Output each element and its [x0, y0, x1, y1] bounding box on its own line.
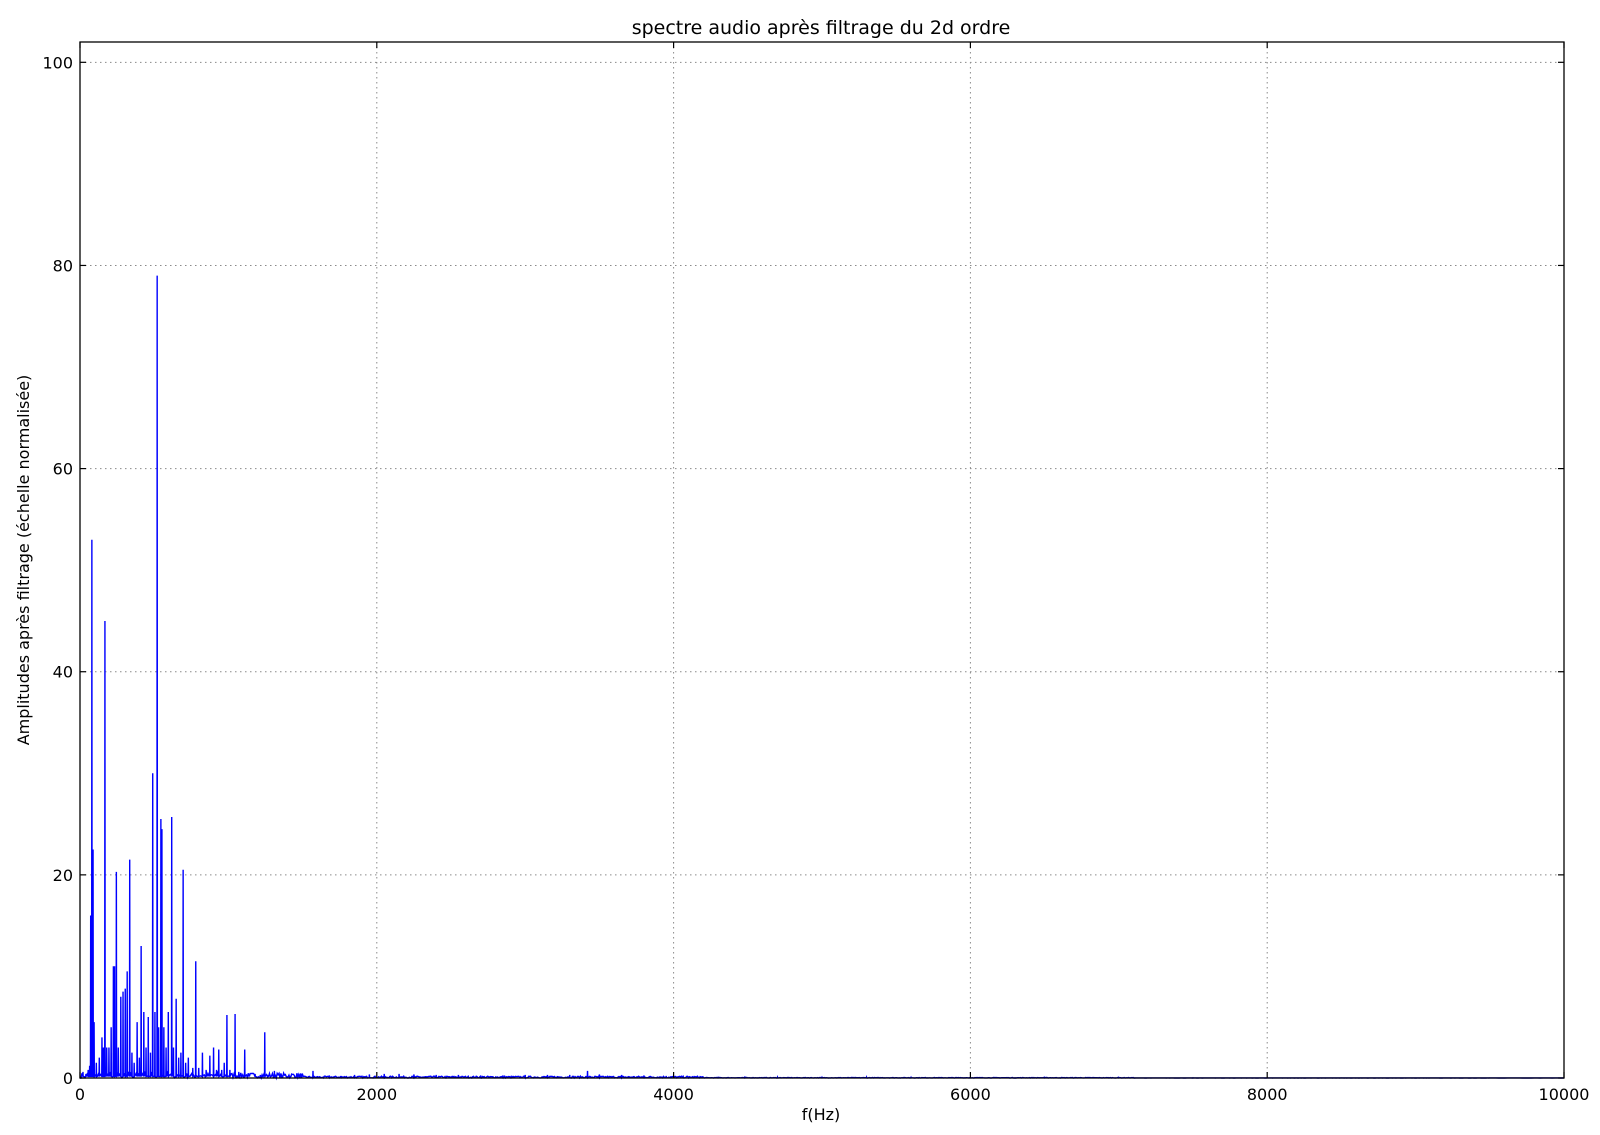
grid-lines — [80, 42, 1564, 1078]
axis-ticks: 0 2000 4000 6000 8000 10000 0 20 40 60 80 100 — [42, 42, 1589, 1104]
x-tick-label: 10000 — [1539, 1085, 1590, 1104]
y-tick-label: 80 — [53, 256, 73, 275]
x-tick-label: 6000 — [950, 1085, 991, 1104]
plot-frame — [79, 41, 1565, 1079]
y-tick-label: 0 — [63, 1069, 73, 1088]
x-tick-label: 2000 — [356, 1085, 397, 1104]
chart-title: spectre audio après filtrage du 2d ordre — [632, 17, 1011, 39]
y-tick-label: 100 — [42, 53, 73, 72]
y-tick-label: 60 — [53, 460, 73, 479]
y-axis-label: Amplitudes après filtrage (échelle norma… — [14, 375, 33, 746]
x-tick-label: 8000 — [1247, 1085, 1288, 1104]
y-tick-label: 20 — [53, 866, 73, 885]
x-axis-label: f(Hz) — [802, 1105, 841, 1124]
x-tick-label: 4000 — [653, 1085, 694, 1104]
y-tick-label: 40 — [53, 663, 73, 682]
data-area — [80, 275, 1565, 1081]
x-tick-label: 0 — [75, 1085, 85, 1104]
spectrum-line — [80, 275, 1565, 1081]
